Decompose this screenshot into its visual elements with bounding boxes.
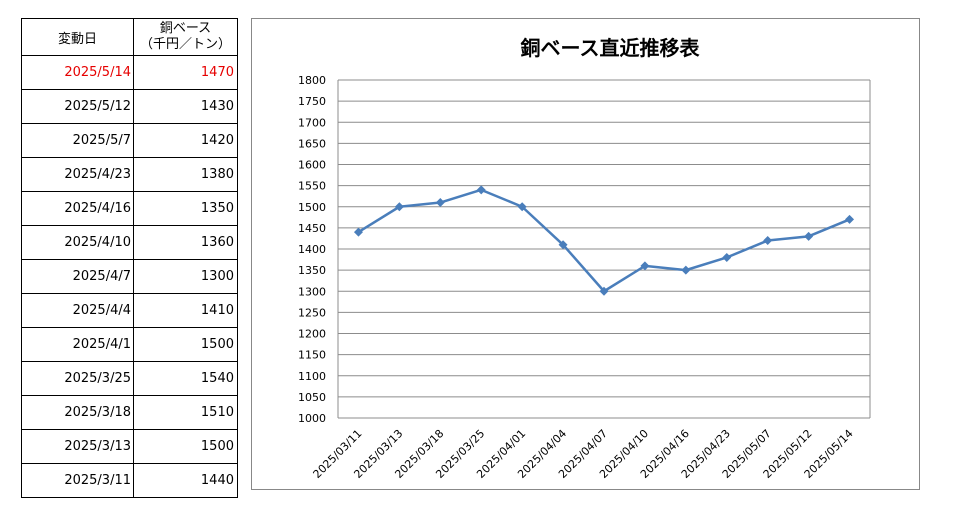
table-row: 2025/5/7 1420 <box>21 123 238 158</box>
chart-area: 銅ベース直近推移表 1000 1050 1100 1150 1200 1250 1300 135… <box>251 18 920 490</box>
header-date: 変動日 <box>21 18 134 56</box>
table-row: 2025/3/18 1510 <box>21 395 238 430</box>
y-tick-label: 1700 <box>298 116 326 129</box>
row-price: 1410 <box>133 293 238 328</box>
data-point-marker <box>517 202 527 212</box>
data-point-marker <box>722 252 732 262</box>
data-point-marker <box>763 236 773 246</box>
series-line <box>357 188 851 293</box>
y-tick-label: 1200 <box>298 328 326 341</box>
row-date: 2025/3/13 <box>21 429 134 464</box>
row-price: 1420 <box>133 123 238 158</box>
y-tick-label: 1300 <box>298 285 326 298</box>
price-table: 変動日 銅ベース （千円／トン） 2025/5/14 1470 2025/5/12 1… <box>21 18 238 498</box>
row-date: 2025/5/7 <box>21 123 134 158</box>
table-row: 2025/3/25 1540 <box>21 361 238 396</box>
row-date: 2025/5/14 <box>21 55 134 90</box>
y-tick-label: 1550 <box>298 180 326 193</box>
table-row: 2025/5/12 1430 <box>21 89 238 124</box>
y-tick-label: 1750 <box>298 95 326 108</box>
table-row: 2025/4/23 1380 <box>21 157 238 192</box>
row-date: 2025/4/16 <box>21 191 134 226</box>
header-price: 銅ベース （千円／トン） <box>133 18 238 56</box>
row-price: 1430 <box>133 89 238 124</box>
y-tick-label: 1000 <box>298 412 326 425</box>
y-tick-label: 1600 <box>298 159 326 172</box>
y-tick-label: 1250 <box>298 306 326 319</box>
data-point-marker <box>681 265 691 275</box>
row-date: 2025/3/11 <box>21 463 134 498</box>
y-tick-label: 1150 <box>298 349 326 362</box>
y-tick-label: 1650 <box>298 137 326 150</box>
row-date: 2025/4/10 <box>21 225 134 260</box>
header-price-line1: 銅ベース <box>159 21 212 36</box>
line-chart: 銅ベース直近推移表 1000 1050 1100 1150 1200 1250 1300 135… <box>298 36 871 481</box>
table-row: 2025/4/1 1500 <box>21 327 238 362</box>
row-date: 2025/4/1 <box>21 327 134 362</box>
data-point-marker <box>435 198 445 208</box>
chart-title: 銅ベース直近推移表 <box>521 36 701 60</box>
data-point-marker <box>394 202 404 212</box>
table-row: 2025/4/4 1410 <box>21 293 238 328</box>
y-tick-label: 1350 <box>298 264 326 277</box>
y-tick-label: 1500 <box>298 201 326 214</box>
table-row: 2025/5/14 1470 <box>21 55 238 90</box>
table-row: 2025/3/13 1500 <box>21 429 238 464</box>
table-row: 2025/4/16 1350 <box>21 191 238 226</box>
row-price: 1440 <box>133 463 238 498</box>
header-price-line2: （千円／トン） <box>139 37 231 52</box>
y-tick-label: 1450 <box>298 222 326 235</box>
row-price: 1540 <box>133 361 238 396</box>
row-date: 2025/5/12 <box>21 89 134 124</box>
row-price: 1500 <box>133 327 238 362</box>
y-tick-label: 1100 <box>298 370 326 383</box>
y-tick-label: 1800 <box>298 74 326 87</box>
row-date: 2025/4/4 <box>21 293 134 328</box>
data-point-marker <box>845 214 855 224</box>
table-row: 2025/4/10 1360 <box>21 225 238 260</box>
data-point-marker <box>353 227 363 237</box>
data-point-marker <box>804 231 814 241</box>
row-date: 2025/4/23 <box>21 157 134 192</box>
data-point-marker <box>599 286 609 296</box>
table-row: 2025/3/11 1440 <box>21 463 238 498</box>
data-point-marker <box>640 261 650 271</box>
row-price: 1360 <box>133 225 238 260</box>
y-tick-label: 1050 <box>298 391 326 404</box>
row-date: 2025/4/7 <box>21 259 134 294</box>
row-price: 1470 <box>133 55 238 90</box>
table-header-row: 変動日 銅ベース （千円／トン） <box>21 18 238 56</box>
data-point-marker <box>476 185 486 195</box>
row-price: 1510 <box>133 395 238 430</box>
row-price: 1380 <box>133 157 238 192</box>
row-price: 1500 <box>133 429 238 464</box>
row-price: 1350 <box>133 191 238 226</box>
row-price: 1300 <box>133 259 238 294</box>
row-date: 2025/3/18 <box>21 395 134 430</box>
data-point-marker <box>558 240 568 250</box>
table-row: 2025/4/7 1300 <box>21 259 238 294</box>
y-tick-label: 1400 <box>298 243 326 256</box>
row-date: 2025/3/25 <box>21 361 134 396</box>
